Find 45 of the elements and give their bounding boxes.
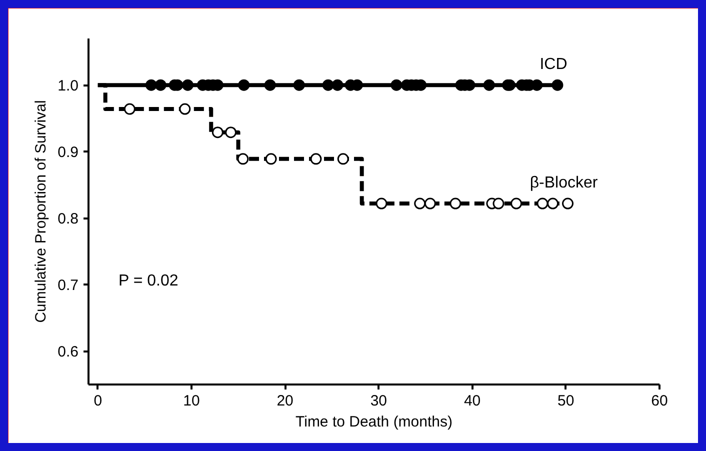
- point: [562, 198, 574, 210]
- point: [310, 153, 322, 165]
- annotation: P = 0.02: [118, 272, 178, 290]
- point: [264, 79, 276, 91]
- series-label: ICD: [540, 56, 568, 74]
- y-tick-label: 0.7: [58, 277, 79, 294]
- x-tick-label: 40: [464, 392, 481, 410]
- point: [124, 103, 136, 115]
- point: [212, 126, 224, 138]
- x-tick-label: 10: [183, 392, 200, 410]
- point: [547, 198, 559, 210]
- series-label: β-Blocker: [530, 174, 598, 192]
- point: [376, 198, 388, 210]
- y-axis-title: Cumulative Proportion of Survival: [32, 100, 50, 323]
- point: [332, 79, 344, 91]
- point: [225, 126, 237, 138]
- x-tick-label: 0: [94, 392, 102, 410]
- y-tick-label: 0.6: [58, 344, 79, 361]
- x-tick-label: 60: [651, 392, 668, 410]
- x-tick-label: 50: [558, 392, 574, 410]
- point: [237, 153, 249, 165]
- point: [238, 79, 250, 91]
- point: [510, 198, 522, 210]
- point: [265, 153, 277, 165]
- point: [450, 198, 462, 210]
- point: [179, 103, 191, 115]
- y-tick-label: 0.9: [58, 144, 79, 162]
- y-tick-label: 0.8: [58, 210, 79, 228]
- point: [414, 198, 426, 210]
- point: [536, 198, 548, 210]
- y-tick-label: 1.0: [58, 78, 79, 95]
- point: [145, 79, 157, 91]
- x-axis-title: Time to Death (months): [296, 414, 453, 430]
- point: [390, 79, 402, 91]
- x-tick-label: 20: [276, 392, 294, 410]
- point: [337, 153, 349, 165]
- point: [293, 79, 305, 91]
- point: [483, 79, 495, 91]
- point: [182, 79, 194, 91]
- point: [424, 198, 436, 210]
- point: [492, 198, 504, 210]
- point: [322, 79, 334, 91]
- point: [552, 79, 564, 91]
- point: [154, 79, 166, 91]
- x-tick-label: 30: [370, 392, 388, 410]
